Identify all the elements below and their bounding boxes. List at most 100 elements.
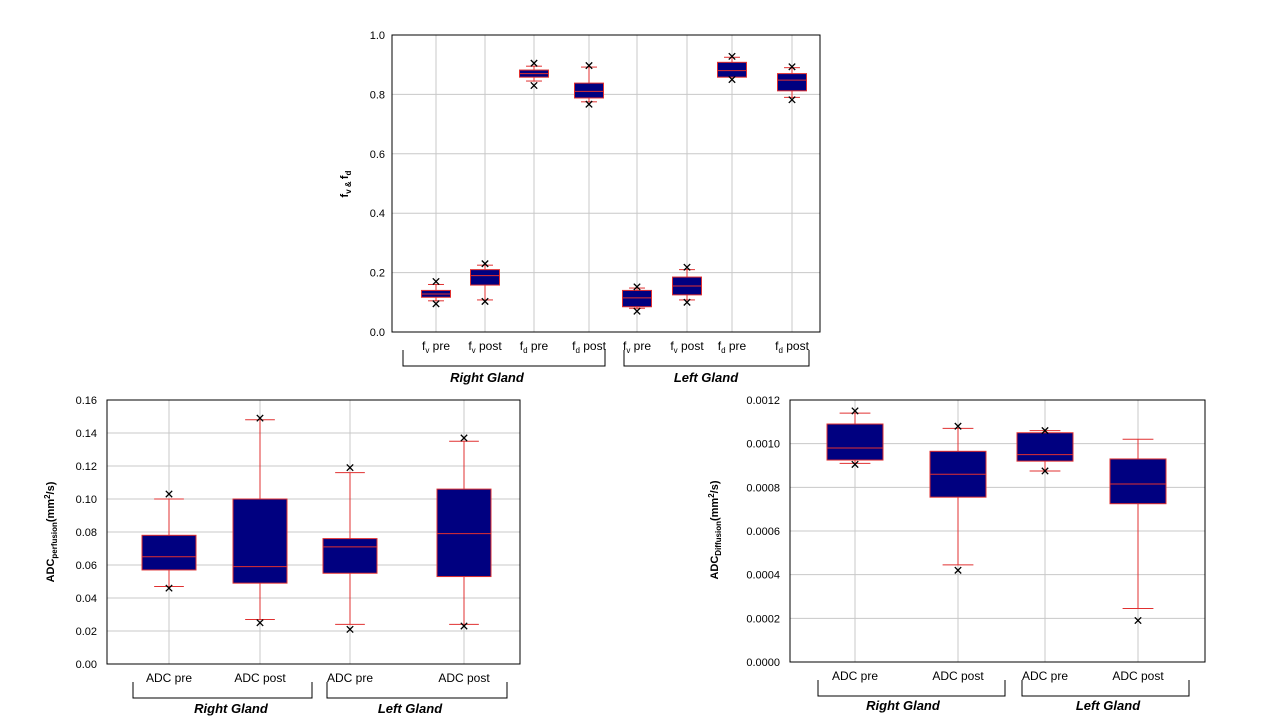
label-part: d bbox=[575, 346, 579, 355]
label-part: ADC pre bbox=[832, 669, 878, 683]
box-6 bbox=[672, 263, 702, 306]
category-label: fv pre bbox=[623, 339, 651, 355]
outlier-mark bbox=[530, 81, 538, 90]
y-tick-label: 0.0010 bbox=[746, 439, 780, 451]
outlier-mark bbox=[460, 434, 468, 442]
y-tick-label: 0.14 bbox=[76, 428, 97, 440]
outlier-mark bbox=[346, 463, 354, 472]
box-3 bbox=[322, 463, 378, 634]
category-label: fd post bbox=[572, 339, 606, 355]
iqr-box bbox=[141, 534, 197, 571]
outlier-mark bbox=[851, 407, 859, 415]
category-label: ADC pre bbox=[327, 671, 373, 685]
outlier-mark bbox=[954, 566, 962, 574]
chart-1: 0.00.20.40.60.81.0fv pre fv post fd pre fd … bbox=[339, 30, 821, 385]
group-label: Right Gland bbox=[866, 698, 941, 713]
iqr-box bbox=[574, 82, 604, 99]
iqr-box bbox=[470, 269, 500, 286]
outlier-mark bbox=[683, 298, 691, 306]
group-bracket bbox=[817, 680, 1006, 697]
iqr-box bbox=[1016, 432, 1074, 462]
box-1 bbox=[826, 407, 884, 469]
outlier-mark bbox=[585, 61, 593, 70]
label-part: pre bbox=[528, 339, 549, 353]
label-part: /s) bbox=[45, 481, 57, 494]
outlier-mark bbox=[633, 283, 641, 291]
label-part: ADC post bbox=[1112, 669, 1164, 683]
outlier-mark bbox=[165, 584, 173, 592]
box-2 bbox=[470, 260, 500, 306]
group-label: Left Gland bbox=[1076, 698, 1141, 713]
label-part: f bbox=[572, 339, 576, 353]
label-part: d bbox=[344, 170, 353, 175]
category-label: fv post bbox=[670, 339, 704, 355]
outlier-mark bbox=[1041, 426, 1049, 435]
outlier-mark bbox=[633, 307, 641, 315]
label-part: post bbox=[678, 339, 705, 353]
y-tick-label: 0.04 bbox=[76, 593, 97, 605]
label-part: ADC bbox=[709, 556, 721, 580]
plot-frame bbox=[106, 399, 521, 665]
label-part: v & bbox=[344, 179, 353, 194]
category-label: fv post bbox=[468, 339, 502, 355]
chart-3: 0.0000 0.0002 0.0004 0.0006 0.0008 0.0010 0.00… bbox=[707, 395, 1206, 713]
label-part: f bbox=[339, 193, 351, 197]
outlier-mark bbox=[788, 96, 796, 104]
outlier-mark bbox=[432, 300, 440, 308]
outlier-mark bbox=[585, 100, 593, 108]
y-tick-label: 0.00 bbox=[76, 659, 97, 671]
group-bracket bbox=[1021, 680, 1190, 697]
y-tick-label: 0.10 bbox=[76, 494, 97, 506]
label-part: (mm bbox=[45, 499, 57, 522]
category-label: fv pre bbox=[422, 339, 450, 355]
y-tick-label: 0.0002 bbox=[746, 613, 780, 625]
label-part: post bbox=[476, 339, 503, 353]
iqr-box bbox=[322, 538, 378, 574]
group-label: Right Gland bbox=[194, 701, 269, 716]
box-4 bbox=[436, 434, 492, 630]
box-2 bbox=[929, 422, 987, 574]
category-label: ADC post bbox=[234, 671, 286, 685]
box-1 bbox=[141, 490, 197, 592]
plot-frame bbox=[789, 399, 1206, 663]
iqr-box bbox=[826, 423, 884, 461]
box-3 bbox=[1016, 426, 1074, 475]
y-tick-label: 0.4 bbox=[370, 208, 385, 220]
y-tick-label: 1.0 bbox=[370, 30, 385, 42]
label-part: d bbox=[721, 346, 725, 355]
outlier-mark bbox=[481, 297, 489, 306]
outlier-mark bbox=[530, 59, 538, 67]
category-label: ADC post bbox=[932, 669, 984, 683]
y-tick-label: 0.06 bbox=[76, 560, 97, 572]
label-part: f bbox=[520, 339, 524, 353]
label-part: 2 bbox=[43, 494, 52, 499]
label-part: v bbox=[674, 346, 678, 355]
iqr-box bbox=[622, 289, 652, 308]
label-part: pre bbox=[429, 339, 450, 353]
group-label: Left Gland bbox=[378, 701, 443, 716]
box-5 bbox=[622, 283, 652, 315]
iqr-box bbox=[1109, 458, 1167, 505]
label-part: post bbox=[783, 339, 810, 353]
group-label: Right Gland bbox=[450, 370, 525, 385]
y-tick-label: 0.8 bbox=[370, 89, 385, 101]
label-part: pre bbox=[726, 339, 747, 353]
y-tick-label: 0.02 bbox=[76, 626, 97, 638]
category-label: fd pre bbox=[520, 339, 549, 355]
outlier-mark bbox=[481, 260, 489, 268]
y-tick-label: 0.2 bbox=[370, 268, 385, 280]
y-tick-label: 0.0000 bbox=[746, 657, 780, 669]
iqr-box bbox=[232, 498, 288, 584]
outlier-mark bbox=[256, 619, 264, 627]
label-part: d bbox=[778, 346, 782, 355]
label-part: f bbox=[670, 339, 674, 353]
label-part: f bbox=[339, 175, 351, 179]
category-label: ADC post bbox=[438, 671, 490, 685]
label-part: Diffusion bbox=[714, 521, 723, 556]
outlier-mark bbox=[346, 625, 354, 634]
label-part: f bbox=[623, 339, 627, 353]
group-bracket bbox=[326, 682, 508, 699]
box-4 bbox=[1109, 438, 1167, 625]
outlier-mark bbox=[1041, 467, 1049, 475]
label-part: v bbox=[472, 346, 476, 355]
